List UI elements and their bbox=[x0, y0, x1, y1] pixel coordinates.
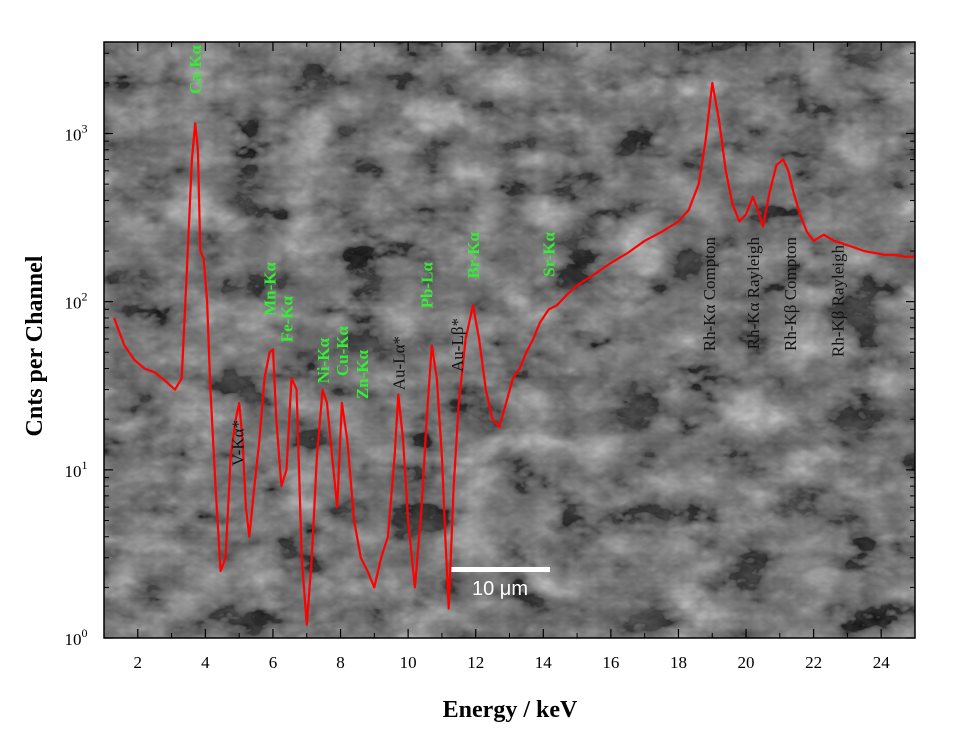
y-tick-label: 102 bbox=[65, 290, 88, 313]
x-tick-label: 12 bbox=[467, 653, 484, 672]
x-tick-label: 4 bbox=[201, 653, 210, 672]
peak-label: Rh-Kβ Rayleigh bbox=[828, 245, 847, 358]
series-layer bbox=[113, 81, 915, 626]
x-tick-label: 14 bbox=[535, 653, 553, 672]
x-tick-label: 18 bbox=[670, 653, 687, 672]
x-tick-label: 24 bbox=[873, 653, 891, 672]
peak-label: Au-Lβ* bbox=[448, 318, 467, 372]
x-tick-label: 6 bbox=[269, 653, 278, 672]
peak-label: Rh-Kβ Compton bbox=[781, 237, 800, 351]
peak-label: V-Kα* bbox=[229, 420, 248, 466]
spectrum-series-line bbox=[113, 81, 915, 626]
peak-label: Ni-Kα bbox=[314, 337, 333, 383]
x-tick-label: 10 bbox=[400, 653, 417, 672]
peak-label: Pb-Lα bbox=[418, 261, 437, 308]
y-tick-label: 101 bbox=[65, 458, 88, 481]
peak-label: Rh-Kα Rayleigh bbox=[744, 237, 763, 350]
peak-label: Sr-Kα bbox=[540, 231, 559, 276]
peak-label: Au-Lα* bbox=[389, 336, 408, 390]
peak-label: Mn-Kα bbox=[261, 261, 280, 315]
x-tick-label: 22 bbox=[805, 653, 822, 672]
peak-label: Cu-Kα bbox=[333, 325, 352, 376]
y-axis-title: Cnts per Channel bbox=[22, 255, 48, 436]
x-tick-label: 20 bbox=[738, 653, 755, 672]
y-tick-label: 103 bbox=[65, 121, 88, 144]
sem-micrograph-background bbox=[104, 42, 915, 638]
peak-label: Rh-Kα Compton bbox=[700, 237, 719, 352]
scale-bar-label: 10 μm bbox=[472, 578, 528, 600]
peak-label: Fe-Kα bbox=[278, 295, 297, 342]
y-axis: 100 101 102 103 bbox=[65, 52, 915, 649]
x-axis: 2 4 6 8 10 12 14 16 18 20 22 24 bbox=[103, 42, 916, 672]
peak-label: Zn-Kα bbox=[353, 349, 372, 399]
x-axis-title: Energy / keV bbox=[443, 697, 578, 723]
x-tick-label: 16 bbox=[602, 653, 619, 672]
x-tick-label: 8 bbox=[336, 653, 345, 672]
peak-label: Br-Kα bbox=[464, 232, 483, 279]
scale-bar: 10 μm bbox=[450, 567, 550, 600]
x-tick-label: 2 bbox=[134, 653, 143, 672]
peak-label: Ca-Kα bbox=[186, 44, 205, 94]
y-tick-label: 100 bbox=[65, 626, 88, 649]
